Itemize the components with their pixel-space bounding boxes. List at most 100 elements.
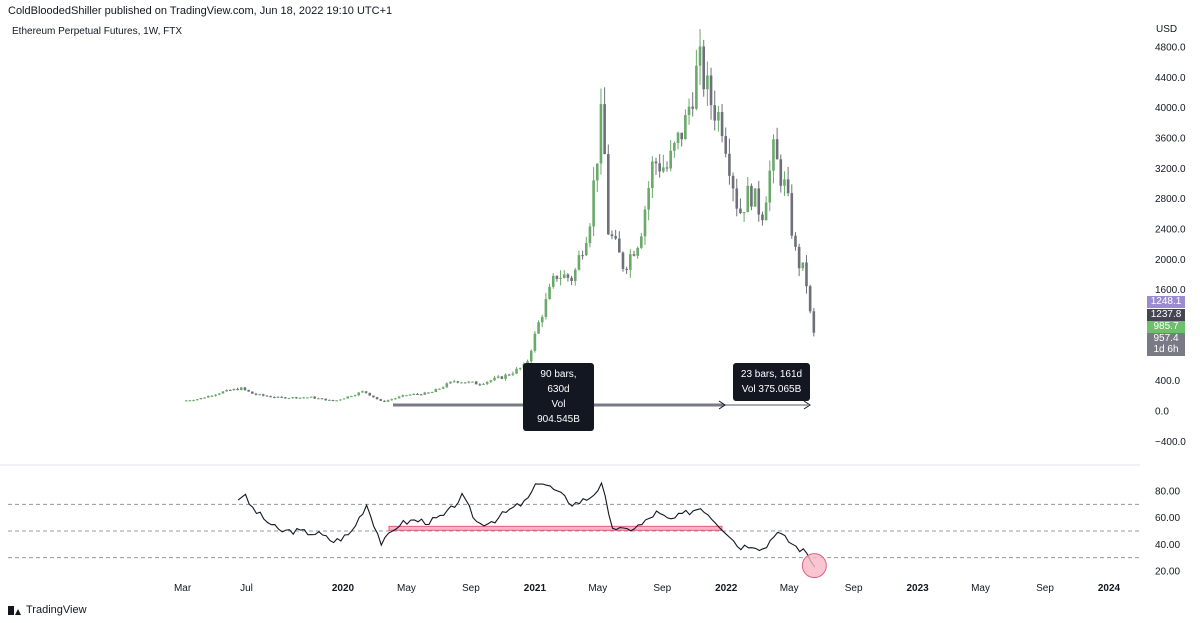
candle	[364, 391, 368, 394]
candle-body	[526, 361, 529, 365]
candle	[313, 396, 316, 400]
candle	[225, 389, 228, 392]
candle-body	[746, 185, 750, 213]
candle	[452, 379, 456, 383]
candle	[419, 393, 423, 396]
candle-body	[295, 397, 298, 399]
candle-body	[544, 299, 548, 317]
candle-body	[735, 188, 739, 209]
candle-body	[474, 381, 478, 385]
candle-body	[441, 387, 445, 389]
candle	[559, 270, 562, 286]
candle-body	[493, 377, 496, 381]
candle	[724, 127, 728, 158]
candle-body	[548, 286, 551, 300]
candle-body	[695, 65, 698, 109]
candle	[449, 381, 452, 384]
candle-body	[449, 381, 452, 384]
rsi-tick-label: 60.00	[1155, 513, 1180, 524]
candle	[588, 223, 592, 248]
candle-body	[728, 153, 731, 176]
candle	[416, 393, 419, 396]
candle	[709, 67, 713, 120]
candle	[243, 386, 247, 391]
candle	[592, 167, 595, 237]
candle	[805, 255, 808, 294]
candle-body	[687, 106, 691, 116]
candle	[772, 134, 775, 184]
candle	[662, 154, 665, 174]
candle	[621, 251, 625, 272]
candle-body	[361, 391, 364, 393]
candle	[214, 394, 217, 397]
price-tag-3: 985.7	[1147, 321, 1185, 333]
candle	[438, 388, 441, 390]
candle-body	[555, 275, 559, 279]
candle-body	[375, 397, 379, 400]
candle	[651, 156, 654, 198]
candle	[489, 379, 493, 383]
candle-body	[335, 400, 339, 402]
candle	[291, 396, 294, 399]
candle-body	[566, 274, 570, 278]
candle	[456, 380, 460, 384]
candle-body	[673, 142, 676, 151]
measure-bars-2: 23 bars, 161d	[740, 369, 803, 380]
candle	[797, 243, 801, 277]
candle-body	[265, 395, 269, 397]
price-tick-label: 0.0	[1155, 407, 1169, 418]
candle	[203, 397, 206, 399]
candle	[698, 29, 702, 85]
candle-body	[394, 398, 397, 400]
candle-body	[636, 247, 639, 256]
candle-body	[739, 208, 742, 214]
tradingview-logo[interactable]: TradingView	[8, 604, 87, 616]
candle	[467, 380, 471, 384]
candle	[790, 184, 794, 239]
candle	[764, 196, 768, 221]
candle-body	[577, 255, 581, 270]
candle	[562, 270, 566, 279]
candle	[317, 397, 320, 400]
candle	[258, 393, 261, 396]
candle	[750, 183, 753, 211]
publisher-line: ColdBloodedShiller published on TradingV…	[8, 5, 393, 17]
candle	[430, 391, 434, 394]
candle	[383, 400, 386, 402]
candle	[405, 395, 408, 397]
candle	[474, 380, 478, 385]
candle-body	[460, 382, 463, 384]
candle-body	[353, 395, 357, 397]
candle-body	[273, 397, 276, 399]
candle-body	[228, 389, 232, 391]
candle	[379, 398, 383, 402]
candle-body	[383, 400, 386, 402]
candle	[768, 160, 772, 212]
candle-body	[339, 399, 342, 401]
candle-body	[606, 154, 610, 235]
candle	[269, 395, 272, 398]
candle-body	[390, 399, 394, 401]
candle-body	[287, 398, 291, 400]
candle-body	[217, 393, 221, 395]
candle-body	[691, 106, 695, 109]
candle-body	[757, 188, 761, 215]
candle	[394, 397, 397, 400]
candle	[412, 393, 416, 396]
candle-body	[504, 374, 507, 379]
measure-bars-1: 90 bars, 630d	[540, 369, 577, 395]
candle-body	[610, 234, 614, 237]
time-tick-label: 2024	[1098, 583, 1121, 594]
candle-body	[742, 212, 746, 214]
candle-body	[331, 399, 335, 401]
candle-body	[280, 396, 283, 398]
candle-body	[452, 381, 456, 383]
candle	[280, 396, 283, 398]
candle-body	[680, 132, 683, 140]
candle-body	[507, 374, 511, 376]
rsi-tick-label: 40.00	[1155, 540, 1180, 551]
candle-body	[658, 163, 661, 172]
candle-body	[225, 389, 228, 392]
candle-body	[262, 394, 265, 396]
